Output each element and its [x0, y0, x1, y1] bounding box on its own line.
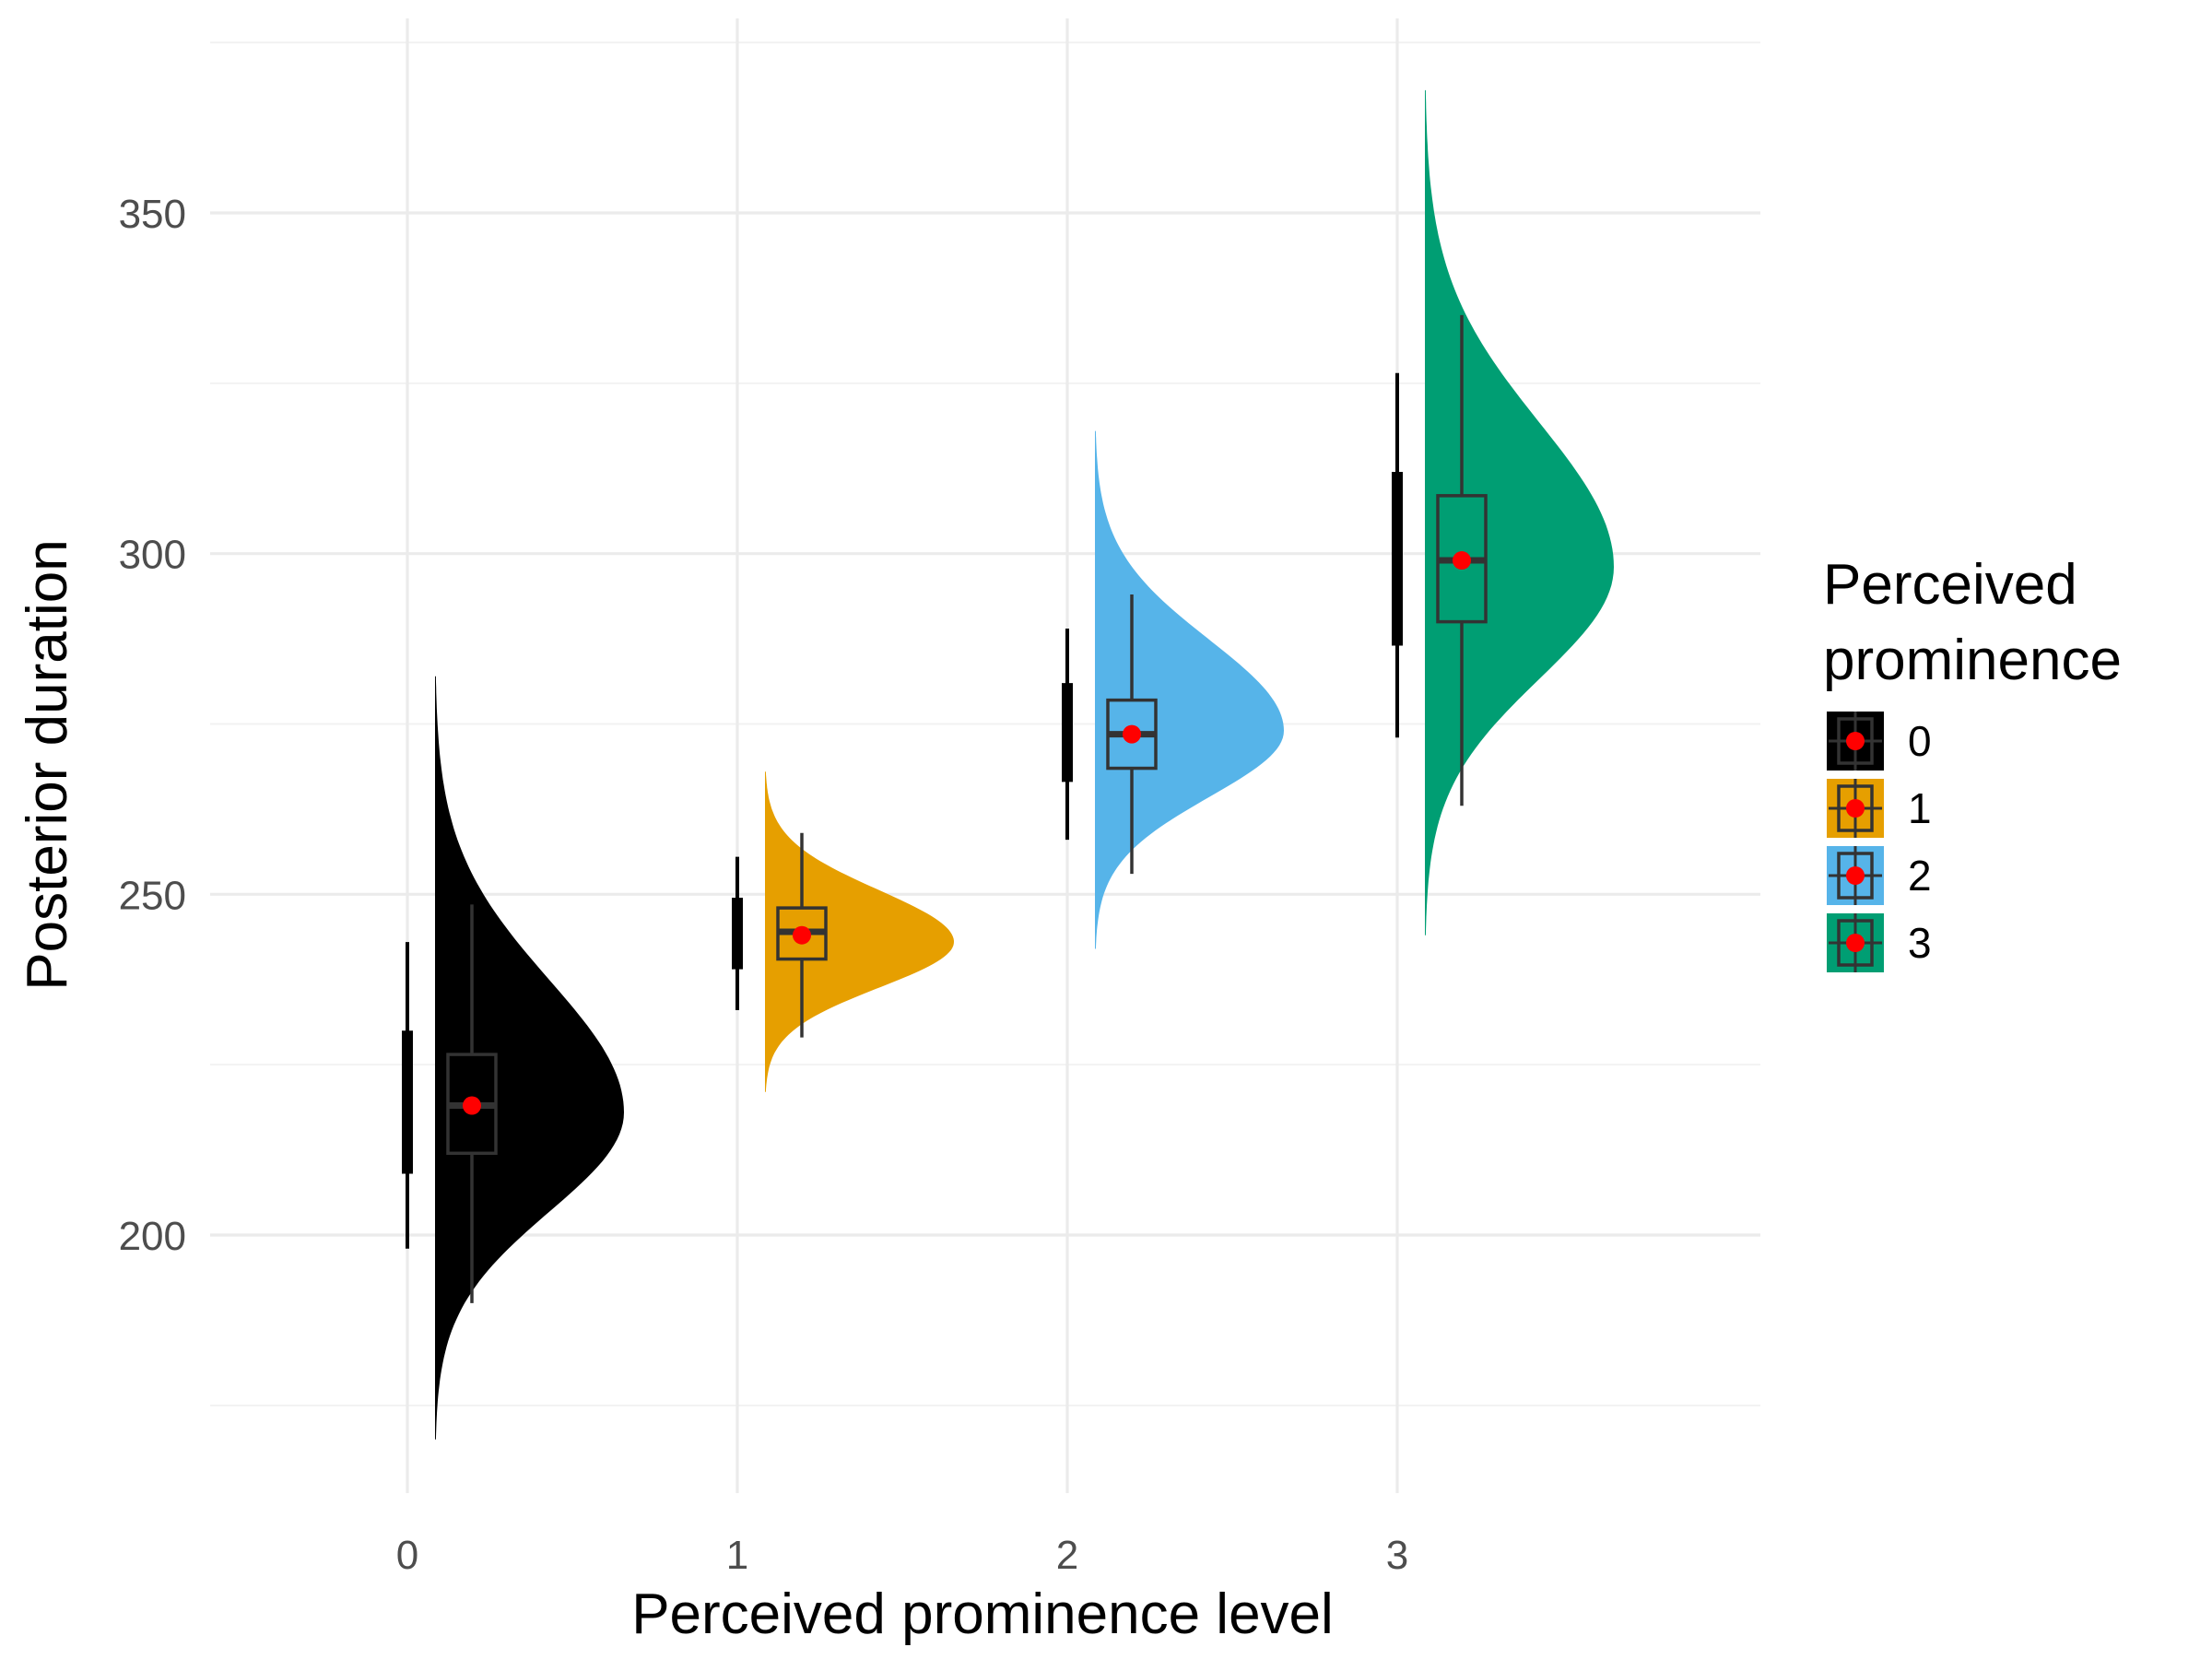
mean-point [463, 1096, 481, 1115]
legend-label: 3 [1908, 919, 1932, 967]
series-group-2 [1062, 430, 1284, 949]
x-tick-label: 0 [396, 1533, 418, 1578]
legend: Perceived prominence 0 1 2 3 [1823, 553, 2122, 972]
x-tick-label: 2 [1056, 1533, 1078, 1578]
tick-labels: 200 250 300 350 0 1 2 3 [119, 192, 1409, 1578]
y-tick-label: 350 [119, 192, 186, 237]
legend-key-point [1846, 799, 1865, 818]
legend-item-1: 1 [1827, 779, 1932, 838]
legend-title-line-2: prominence [1823, 629, 2122, 692]
legend-key-point [1846, 934, 1865, 952]
plot-marks [402, 89, 1614, 1440]
x-axis-title: Perceived prominence level [631, 1583, 1334, 1646]
legend-key-point [1846, 732, 1865, 750]
density-cloud [1425, 89, 1614, 935]
legend-label: 0 [1908, 717, 1932, 765]
y-axis-title: Posterior duration [16, 539, 79, 990]
legend-title-line-1: Perceived [1823, 553, 2077, 617]
mean-point [793, 925, 811, 945]
legend-label: 2 [1908, 852, 1932, 900]
legend-item-2: 2 [1827, 846, 1932, 905]
density-cloud [765, 771, 954, 1092]
density-cloud [1095, 430, 1284, 949]
y-tick-label: 250 [119, 873, 186, 918]
legend-item-0: 0 [1827, 712, 1932, 771]
series-group-3 [1392, 89, 1614, 935]
x-tick-label: 1 [726, 1533, 748, 1578]
legend-label: 1 [1908, 784, 1932, 832]
legend-items: 0 1 2 3 [1827, 712, 1932, 972]
density-cloud [435, 676, 624, 1440]
series-group-0 [402, 676, 624, 1440]
legend-key-point [1846, 866, 1865, 885]
y-tick-label: 200 [119, 1214, 186, 1259]
y-tick-label: 300 [119, 533, 186, 578]
mean-point [1453, 551, 1471, 571]
mean-point [1123, 724, 1141, 744]
legend-item-3: 3 [1827, 913, 1932, 972]
x-tick-label: 3 [1386, 1533, 1408, 1578]
series-group-1 [732, 771, 954, 1092]
